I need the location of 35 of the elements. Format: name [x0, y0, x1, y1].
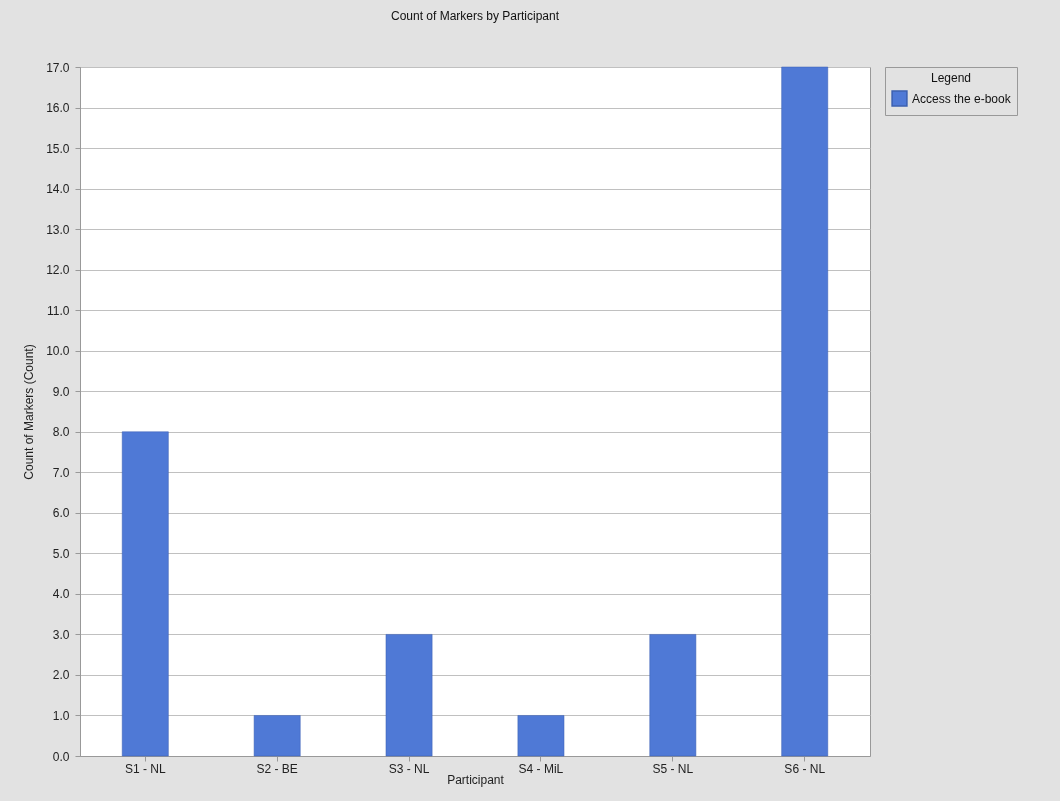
- y-tick-label: 0.0: [52, 749, 70, 764]
- y-tick-label: 6.0: [52, 506, 70, 521]
- y-tick-label: 14.0: [46, 182, 70, 197]
- y-tick-label: 15.0: [46, 141, 70, 156]
- y-tick-label: 5.0: [52, 546, 70, 561]
- x-axis-title: Participant: [447, 772, 505, 787]
- bar: [121, 431, 169, 757]
- y-tick-label: 16.0: [46, 101, 70, 116]
- chart-title: Count of Markers by Participant: [390, 9, 560, 23]
- y-tick-label: 1.0: [52, 708, 70, 723]
- x-tick-label: S2 - BE: [256, 761, 298, 776]
- x-tick-label: S5 - NL: [652, 761, 694, 776]
- y-tick-label: 13.0: [46, 222, 70, 237]
- y-tick-label: 4.0: [52, 587, 70, 602]
- bar: [781, 66, 829, 757]
- y-tick-label: 11.0: [47, 303, 70, 318]
- y-axis-title: Count of Markers (Count): [22, 344, 37, 480]
- bar: [649, 634, 697, 757]
- y-tick-label: 2.0: [52, 668, 70, 683]
- x-tick-label: S4 - MiL: [518, 761, 564, 776]
- bar: [385, 634, 433, 757]
- x-tick-label: S1 - NL: [124, 761, 166, 776]
- bar: [517, 715, 565, 757]
- y-tick-label: 10.0: [46, 344, 70, 359]
- y-tick-label: 9.0: [52, 384, 70, 399]
- legend-label: Access the e-book: [912, 91, 1012, 106]
- x-tick-label: S6 - NL: [784, 761, 826, 776]
- y-tick-label: 12.0: [46, 263, 70, 278]
- y-tick-label: 3.0: [52, 627, 70, 642]
- legend-title: Legend: [930, 71, 972, 85]
- y-tick-label: 7.0: [52, 465, 70, 480]
- bar: [253, 715, 301, 757]
- x-tick-label: S3 - NL: [388, 761, 430, 776]
- y-tick-label: 17.0: [46, 60, 70, 75]
- y-tick-label: 8.0: [52, 425, 70, 440]
